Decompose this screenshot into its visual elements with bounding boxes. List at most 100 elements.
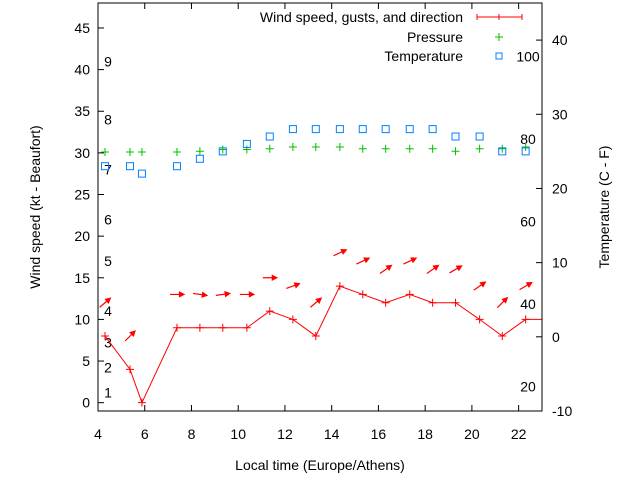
temperature-point (358, 125, 367, 134)
temperature-point (101, 162, 110, 171)
legend: Wind speed, gusts, and direction Pressur… (260, 9, 523, 64)
pressure-point (381, 144, 390, 153)
temperature-point (381, 125, 390, 134)
pressure-point (265, 144, 274, 153)
y-axis-label: Wind speed (kt - Beaufort) (27, 125, 43, 288)
pressure-point (101, 148, 110, 157)
wind-speed-point (311, 332, 320, 341)
y-tick-label: 35 (74, 103, 90, 119)
pressure-point (137, 148, 146, 157)
wind-speed-point (335, 282, 344, 291)
beaufort-label: 3 (104, 335, 112, 351)
temperature-point (475, 132, 484, 141)
wind-speed-point (381, 298, 390, 307)
temperature-point (498, 147, 507, 156)
pressure-point (498, 144, 507, 153)
wind-speed-point (137, 398, 146, 407)
x-tick-label: 12 (277, 426, 293, 442)
wind-speed-point (218, 323, 227, 332)
pressure-point (451, 147, 460, 156)
wind-speed-point (265, 307, 274, 316)
x-tick-label: 10 (230, 426, 246, 442)
y2-tick-label: -10 (552, 403, 572, 419)
y-tick-label: 0 (82, 395, 90, 411)
wind-speed-point (101, 332, 110, 341)
wind-direction-arrow (239, 291, 256, 298)
wind-direction-arrow (333, 249, 348, 257)
temperature-point (521, 147, 530, 156)
y2-tick-label: 30 (552, 106, 568, 122)
pressure-point (358, 144, 367, 153)
plot-border (97, 2, 543, 412)
wind-speed-point (451, 298, 460, 307)
pressure-point (475, 144, 484, 153)
temperature-point (218, 147, 227, 156)
temperature-point (288, 125, 297, 134)
beaufort-label: 5 (104, 253, 112, 269)
fahrenheit-label: 100 (516, 49, 540, 65)
y-tick-label: 40 (74, 62, 90, 78)
pressure-point (172, 148, 181, 157)
wind-speed-point (498, 332, 507, 341)
x-tick-label: 22 (511, 426, 527, 442)
beaufort-label: 8 (104, 112, 112, 128)
temperature-point (405, 125, 414, 134)
pressure-point (195, 147, 204, 156)
wind-direction-arrow (449, 265, 463, 274)
pressure-point (311, 143, 320, 152)
y2-tick-label: 0 (552, 329, 560, 345)
y2-tick-label: 10 (552, 255, 568, 271)
wind-speed-point (126, 365, 135, 374)
beaufort-label: 9 (104, 53, 112, 69)
wind-direction-arrow (310, 297, 323, 308)
wind-direction-arrow (215, 290, 232, 298)
legend-label-temperature: Temperature (384, 48, 463, 64)
pressure-point (288, 143, 297, 152)
wind-speed-point (521, 315, 530, 324)
legend-label-pressure: Pressure (407, 29, 463, 45)
wind-direction-arrow (192, 291, 209, 298)
pressure-point (428, 144, 437, 153)
wind-direction-arrow (99, 297, 112, 308)
temperature-point (126, 162, 135, 171)
x-tick-label: 16 (371, 426, 387, 442)
wind-speed-point (172, 323, 181, 332)
wind-speed-point (405, 290, 414, 299)
beaufort-label: 2 (104, 360, 112, 376)
wind-direction-arrow (262, 274, 279, 282)
x-tick-label: 20 (464, 426, 480, 442)
fahrenheit-label: 40 (520, 296, 536, 312)
temperature-point (311, 125, 320, 134)
wind-direction-arrow (124, 330, 136, 342)
x-tick-label: 8 (188, 426, 196, 442)
fahrenheit-label: 20 (520, 378, 536, 394)
y-tick-label: 25 (74, 187, 90, 203)
pressure-point (335, 143, 344, 152)
legend-sample-pressure (495, 33, 503, 41)
wind-speed-point (242, 323, 251, 332)
wind-speed-point (428, 298, 437, 307)
wind-direction-arrow (426, 264, 440, 274)
y-tick-label: 30 (74, 145, 90, 161)
legend-sample-temperature (495, 52, 503, 60)
y2-tick-label: 40 (552, 32, 568, 48)
x-axis-label: Local time (Europe/Athens) (235, 457, 405, 473)
temperature-point (428, 125, 437, 134)
temperature-point (451, 132, 460, 141)
y2-axis-label: Temperature (C - F) (596, 146, 612, 269)
y-tick-label: 45 (74, 20, 90, 36)
pressure-point (405, 144, 414, 153)
wind-direction-arrow (519, 281, 533, 291)
x-tick-label: 18 (417, 426, 433, 442)
wind-direction-arrow (473, 281, 487, 291)
wind-direction-arrow (379, 264, 393, 274)
wind-speed-point (288, 315, 297, 324)
pressure-point (521, 143, 530, 152)
y-tick-label: 10 (74, 311, 90, 327)
wind-speed-point (358, 290, 367, 299)
temperature-point (335, 125, 344, 134)
y-tick-label: 5 (82, 353, 90, 369)
y2-tick-label: 20 (552, 180, 568, 196)
beaufort-label: 1 (104, 385, 112, 401)
